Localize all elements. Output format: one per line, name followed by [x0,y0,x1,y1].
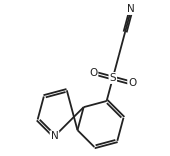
Text: O: O [89,68,97,78]
Text: N: N [127,4,135,14]
Text: N: N [51,131,58,141]
Text: S: S [109,73,116,83]
Text: O: O [128,78,137,88]
